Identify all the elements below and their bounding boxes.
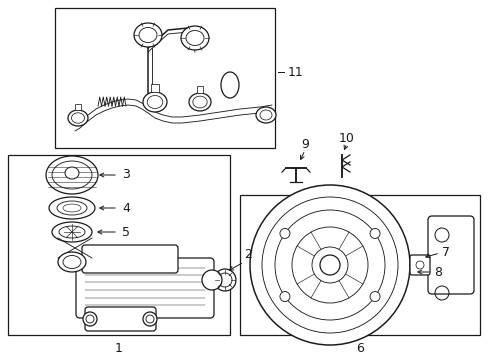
- Ellipse shape: [256, 107, 275, 123]
- Circle shape: [369, 292, 379, 302]
- Text: 9: 9: [301, 139, 308, 152]
- Ellipse shape: [58, 252, 86, 272]
- Text: 5: 5: [122, 225, 130, 238]
- FancyBboxPatch shape: [82, 245, 178, 273]
- Text: 6: 6: [355, 342, 363, 355]
- Text: 7: 7: [441, 246, 449, 258]
- FancyBboxPatch shape: [427, 216, 473, 294]
- Text: 2: 2: [244, 248, 251, 261]
- Ellipse shape: [65, 167, 79, 179]
- Bar: [240, 195, 479, 335]
- FancyBboxPatch shape: [76, 258, 214, 318]
- Polygon shape: [58, 238, 92, 266]
- Ellipse shape: [49, 197, 95, 219]
- Text: 8: 8: [433, 266, 441, 279]
- Ellipse shape: [214, 269, 236, 291]
- Text: 1: 1: [115, 342, 122, 355]
- Text: 11: 11: [287, 66, 303, 78]
- FancyBboxPatch shape: [85, 307, 156, 331]
- Text: 3: 3: [122, 168, 130, 181]
- Circle shape: [279, 229, 289, 238]
- Ellipse shape: [46, 156, 98, 194]
- Bar: [151, 84, 158, 92]
- Bar: [8, 155, 229, 335]
- Ellipse shape: [189, 93, 210, 111]
- Circle shape: [249, 185, 409, 345]
- Bar: [55, 8, 274, 148]
- Ellipse shape: [142, 312, 157, 326]
- Ellipse shape: [202, 270, 222, 290]
- Bar: [196, 86, 203, 93]
- Circle shape: [279, 292, 289, 302]
- Text: 4: 4: [122, 202, 130, 215]
- Ellipse shape: [134, 23, 162, 47]
- Ellipse shape: [181, 26, 208, 50]
- Ellipse shape: [221, 72, 239, 98]
- Circle shape: [319, 255, 339, 275]
- Ellipse shape: [52, 222, 92, 242]
- Ellipse shape: [68, 110, 88, 126]
- Bar: [75, 104, 81, 110]
- Ellipse shape: [83, 312, 97, 326]
- Ellipse shape: [142, 92, 167, 112]
- Text: 10: 10: [338, 131, 354, 144]
- FancyBboxPatch shape: [409, 255, 429, 275]
- Circle shape: [369, 229, 379, 238]
